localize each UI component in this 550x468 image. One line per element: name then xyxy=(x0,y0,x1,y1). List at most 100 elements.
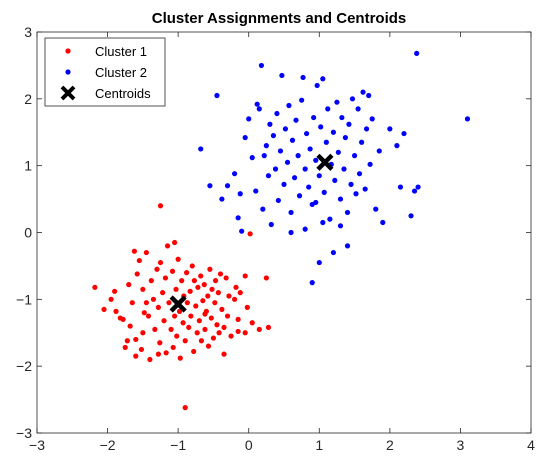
point-cluster-2 xyxy=(311,114,317,121)
point-cluster-1 xyxy=(228,333,234,339)
point-cluster-2 xyxy=(274,110,280,117)
point-cluster-1 xyxy=(161,318,167,324)
point-cluster-2 xyxy=(237,191,243,197)
point-cluster-1 xyxy=(92,284,98,290)
point-cluster-2 xyxy=(198,146,204,152)
point-cluster-2 xyxy=(303,130,310,137)
point-cluster-1 xyxy=(108,296,114,302)
point-cluster-2 xyxy=(414,50,420,56)
point-cluster-1 xyxy=(198,273,204,279)
point-cluster-2 xyxy=(289,137,296,143)
legend: Cluster 1 Cluster 2 Centroids xyxy=(44,37,166,107)
point-cluster-2 xyxy=(316,173,322,179)
point-cluster-1 xyxy=(207,266,213,272)
point-cluster-2 xyxy=(282,126,289,132)
y-tick-label: 1 xyxy=(24,158,32,174)
axes: −3 −2 −1 0 1 2 3 4 −3 −2 −1 0 1 2 3 xyxy=(16,24,535,453)
point-cluster-2 xyxy=(302,226,308,232)
point-cluster-1 xyxy=(129,300,135,306)
point-cluster-2 xyxy=(306,184,312,190)
point-cluster-1 xyxy=(182,338,188,344)
series-cluster-1 xyxy=(92,203,272,411)
point-cluster-2 xyxy=(232,171,238,177)
point-cluster-2 xyxy=(260,206,266,212)
point-cluster-1 xyxy=(147,356,153,363)
point-cluster-1 xyxy=(163,350,169,356)
point-cluster-2 xyxy=(337,196,344,202)
point-cluster-2 xyxy=(366,92,372,99)
point-cluster-1 xyxy=(155,351,161,357)
point-cluster-1 xyxy=(120,316,126,322)
point-cluster-1 xyxy=(134,271,140,277)
point-cluster-1 xyxy=(200,298,206,304)
point-cluster-2 xyxy=(320,76,326,82)
point-cluster-2 xyxy=(344,243,351,249)
point-cluster-2 xyxy=(394,143,400,149)
point-cluster-2 xyxy=(265,173,272,179)
point-cluster-2 xyxy=(349,96,356,102)
point-cluster-1 xyxy=(247,231,253,237)
point-cluster-2 xyxy=(330,129,336,135)
point-cluster-1 xyxy=(216,330,222,336)
point-cluster-1 xyxy=(172,239,178,246)
point-cluster-2 xyxy=(334,99,340,105)
point-cluster-2 xyxy=(288,209,294,216)
point-cluster-1 xyxy=(195,284,201,290)
point-cluster-2 xyxy=(373,206,379,212)
point-cluster-1 xyxy=(226,293,232,299)
point-cluster-2 xyxy=(313,199,319,206)
point-cluster-2 xyxy=(397,184,404,190)
point-cluster-2 xyxy=(408,213,414,219)
point-cluster-2 xyxy=(277,148,284,154)
point-cluster-1 xyxy=(124,338,130,344)
point-cluster-1 xyxy=(143,300,149,306)
point-cluster-1 xyxy=(122,344,128,351)
point-cluster-2 xyxy=(281,181,287,187)
legend-label-cluster-1: Cluster 1 xyxy=(95,44,147,59)
point-cluster-1 xyxy=(164,243,171,249)
point-cluster-2 xyxy=(318,124,324,130)
series-centroids xyxy=(169,153,334,313)
point-cluster-1 xyxy=(202,311,208,317)
x-tick-label: −1 xyxy=(170,437,186,453)
point-cluster-1 xyxy=(217,271,224,277)
point-cluster-2 xyxy=(356,171,363,177)
point-cluster-2 xyxy=(411,188,418,194)
point-cluster-2 xyxy=(337,223,344,229)
point-cluster-1 xyxy=(215,290,221,296)
point-cluster-1 xyxy=(175,256,181,262)
point-cluster-1 xyxy=(133,336,139,343)
point-cluster-2 xyxy=(325,106,331,112)
point-cluster-1 xyxy=(179,278,185,284)
point-cluster-2 xyxy=(464,116,471,122)
point-cluster-2 xyxy=(288,229,294,236)
point-cluster-2 xyxy=(256,106,262,112)
point-cluster-1 xyxy=(235,328,241,335)
point-cluster-2 xyxy=(295,153,301,159)
point-cluster-1 xyxy=(208,315,214,321)
point-cluster-1 xyxy=(150,296,157,302)
point-cluster-2 xyxy=(387,126,393,132)
point-cluster-1 xyxy=(169,268,176,274)
point-cluster-2 xyxy=(330,249,336,256)
point-cluster-1 xyxy=(191,348,197,355)
x-tick-label: 3 xyxy=(457,437,465,453)
point-cluster-1 xyxy=(157,340,163,346)
point-cluster-1 xyxy=(168,326,174,333)
point-cluster-1 xyxy=(205,293,211,299)
point-cluster-2 xyxy=(219,196,225,202)
x-tick-label: −2 xyxy=(100,437,116,453)
x-tick-label: 0 xyxy=(245,437,253,453)
point-cluster-2 xyxy=(363,126,370,132)
point-cluster-2 xyxy=(342,134,348,141)
point-cluster-1 xyxy=(126,282,132,288)
point-cluster-1 xyxy=(160,290,166,296)
point-cluster-1 xyxy=(113,308,119,314)
point-cluster-1 xyxy=(202,326,208,333)
point-cluster-1 xyxy=(148,278,154,284)
point-cluster-1 xyxy=(133,353,139,359)
point-cluster-1 xyxy=(191,278,197,284)
point-cluster-1 xyxy=(127,323,133,329)
point-cluster-2 xyxy=(359,139,365,145)
point-cluster-1 xyxy=(194,330,200,336)
